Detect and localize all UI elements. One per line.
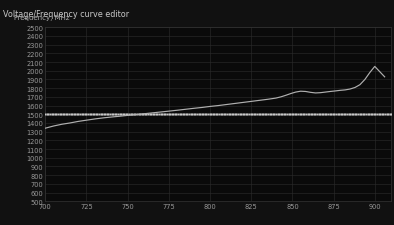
Text: Voltage/Frequency curve editor: Voltage/Frequency curve editor — [3, 10, 129, 19]
Text: Frequency, MHz: Frequency, MHz — [14, 15, 70, 21]
